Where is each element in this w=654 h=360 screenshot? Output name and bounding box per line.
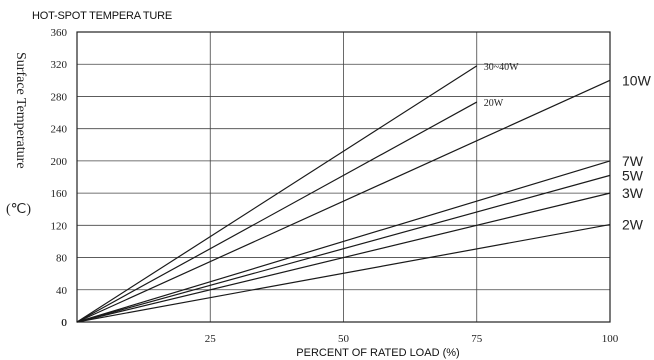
y-tick-labels: 0 40 80 120 160 200 240 280 320 360 [51, 27, 68, 329]
y-tick-label: 280 [51, 91, 68, 103]
y-tick-label: 80 [56, 253, 68, 265]
series-line-10w [76, 79, 611, 323]
series-label: 30~40W [484, 62, 519, 73]
y-axis-unit: (℃) [6, 202, 31, 217]
y-tick-label: 0 [62, 317, 68, 329]
y-tick-label: 160 [51, 188, 68, 200]
x-tick-label: 75 [471, 333, 483, 345]
x-axis-label: PERCENT OF RATED LOAD (%) [296, 347, 459, 359]
y-tick-label: 200 [51, 156, 68, 168]
series-label: 3W [622, 185, 644, 201]
series-line-2w [76, 223, 611, 323]
series-label: 10W [622, 72, 652, 88]
plot-frame [76, 31, 611, 323]
y-tick-label: 240 [51, 124, 68, 136]
x-tick-label: 100 [602, 333, 619, 345]
x-tick-label: 50 [338, 333, 350, 345]
series-label: 7W [622, 153, 644, 169]
series-label: 5W [622, 167, 644, 183]
x-tick-label: 0 [61, 317, 67, 329]
y-tick-label: 320 [51, 59, 68, 71]
x-tick-labels: 0 25 50 75 100 [61, 317, 619, 345]
y-tick-label: 40 [56, 285, 68, 297]
series-line-5w [76, 174, 611, 323]
y-axis-label: Surface Temperature [13, 52, 28, 169]
series-line-30-40w [76, 65, 478, 323]
series-lines [76, 65, 611, 323]
y-tick-label: 120 [51, 220, 68, 232]
x-tick-label: 25 [205, 333, 217, 345]
chart-title: HOT-SPOT TEMPERA TURE [32, 10, 172, 22]
y-tick-label: 360 [51, 27, 68, 39]
series-line-7w [76, 160, 611, 323]
series-line-3w [76, 192, 611, 323]
series-label: 20W [484, 98, 504, 109]
series-label: 2W [622, 217, 644, 233]
series-line-20w [76, 101, 478, 323]
